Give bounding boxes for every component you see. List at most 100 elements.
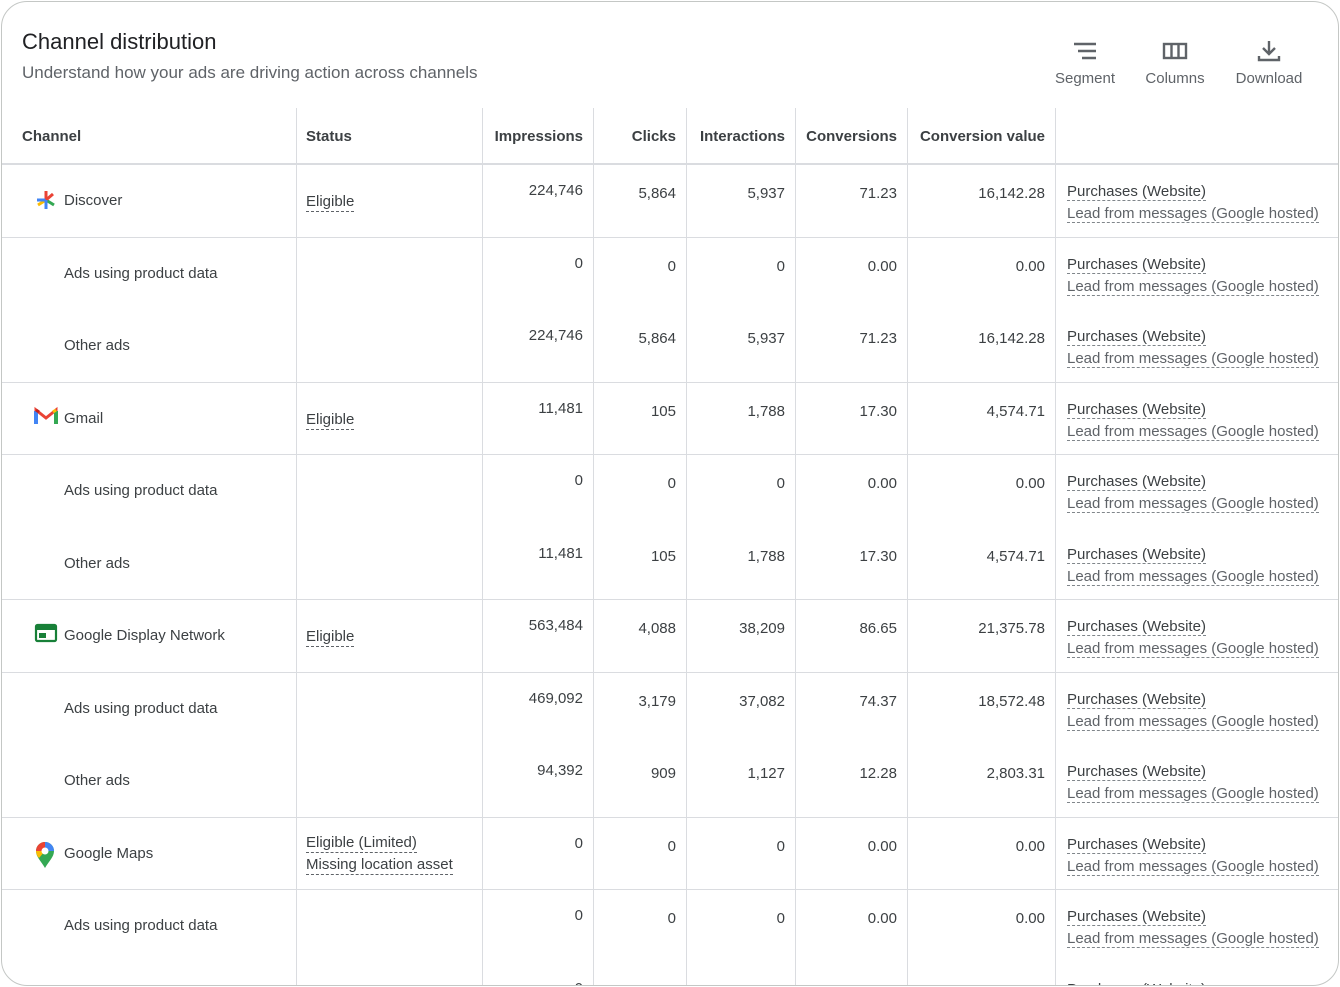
conversion-action-link[interactable]: Purchases (Website) <box>1067 328 1206 346</box>
metric-cell: 1,127 <box>747 765 785 782</box>
metric-cell: 224,746 <box>528 327 583 344</box>
metric-cell: 0 <box>574 907 583 924</box>
metric-cell: 0 <box>686 983 795 986</box>
conversion-action-link[interactable]: Lead from messages (Google hosted) <box>1067 785 1319 803</box>
metric-cell: 3,179 <box>638 692 676 710</box>
download-icon <box>1257 41 1281 62</box>
conversion-action-link[interactable]: Purchases (Website) <box>1067 835 1206 854</box>
conversion-action: Lead from messages (Google hosted) <box>1063 204 1338 223</box>
conversion-action-link[interactable]: Lead from messages (Google hosted) <box>1067 567 1319 586</box>
status-text: Eligible <box>306 193 355 212</box>
segment-icon <box>1074 42 1096 60</box>
conversion-action: Purchases (Website) <box>1063 907 1338 926</box>
channel-name: Other ads <box>64 772 130 789</box>
metric-cell: 0 <box>667 257 676 275</box>
conversion-action-link[interactable]: Lead from messages (Google hosted) <box>1067 712 1319 731</box>
metric-cell: 0 <box>776 910 785 927</box>
row-divider <box>2 599 1338 600</box>
conversion-action-link[interactable]: Lead from messages (Google hosted) <box>1067 205 1319 223</box>
segment-button[interactable]: Segment <box>1048 40 1122 87</box>
metric-cell: 0.00 <box>867 910 897 927</box>
metric-cell: 94,392 <box>537 762 583 779</box>
metric-cell: 0 <box>776 837 785 855</box>
row-divider <box>2 889 1338 890</box>
metric-cell: 0 <box>667 910 676 927</box>
row-divider <box>2 671 1338 673</box>
conversion-action-link[interactable]: Purchases (Website) <box>1067 255 1206 274</box>
channel-name: Google Maps <box>64 844 154 862</box>
metric-cell: 0.00 <box>1015 837 1045 855</box>
conversion-action-link[interactable]: Lead from messages (Google hosted) <box>1067 857 1319 876</box>
segment-label: Segment <box>1054 70 1116 87</box>
conversion-action-link[interactable]: Purchases (Website) <box>1067 980 1206 985</box>
conversion-action-link[interactable]: Lead from messages (Google hosted) <box>1067 640 1319 658</box>
metric-cell: 5,864 <box>638 330 676 347</box>
metric-cell: 105 <box>650 547 676 565</box>
conversion-action: Purchases (Website) <box>1063 980 1338 985</box>
column-divider <box>1055 108 1056 985</box>
channel-name: Ads using product data <box>64 917 218 934</box>
status-text: Eligible (Limited) <box>306 833 417 853</box>
conversion-action: Lead from messages (Google hosted) <box>1063 712 1338 731</box>
row-divider <box>2 236 1338 238</box>
metric-cell: 74.37 <box>859 692 897 710</box>
conversion-action-link[interactable]: Lead from messages (Google hosted) <box>1067 422 1319 441</box>
conversion-action: Lead from messages (Google hosted) <box>1063 784 1338 803</box>
column-header: Impressions <box>494 128 583 145</box>
status-text: Missing location asset <box>306 855 453 875</box>
metric-cell: 38,209 <box>739 620 785 637</box>
row-divider <box>2 454 1338 455</box>
conversion-action: Purchases (Website) <box>1063 255 1338 274</box>
conversion-action-link[interactable]: Purchases (Website) <box>1067 618 1206 636</box>
channel-icon <box>34 406 60 434</box>
metric-cell: 0 <box>482 980 593 986</box>
conversion-action-link[interactable]: Lead from messages (Google hosted) <box>1067 277 1319 296</box>
conversion-action-link[interactable]: Lead from messages (Google hosted) <box>1067 495 1319 513</box>
metric-cell: 909 <box>650 765 676 782</box>
conversion-action-link[interactable]: Purchases (Website) <box>1067 545 1206 564</box>
column-divider <box>907 108 908 985</box>
metric-cell: 16,142.28 <box>978 330 1045 347</box>
column-divider <box>482 108 483 985</box>
metric-cell: 86.65 <box>859 620 897 637</box>
metric-cell: 71.23 <box>859 330 897 347</box>
conversion-action-link[interactable]: Purchases (Website) <box>1067 908 1206 926</box>
conversion-action-link[interactable]: Lead from messages (Google hosted) <box>1067 930 1319 948</box>
status-cell: Eligible (Limited) <box>296 833 482 853</box>
columns-button[interactable]: Columns <box>1138 40 1212 87</box>
metric-cell: 71.23 <box>859 185 897 202</box>
metric-cell: 0.00 <box>867 475 897 492</box>
panel-subtitle: Understand how your ads are driving acti… <box>22 63 478 82</box>
channel-name: Discover <box>64 192 123 209</box>
channel-name: Ads using product data <box>64 264 218 282</box>
column-header: Status <box>306 128 352 145</box>
column-header: Conversions <box>806 128 897 145</box>
download-button[interactable]: Download <box>1228 40 1310 87</box>
column-divider <box>686 108 687 985</box>
conversion-action-link[interactable]: Purchases (Website) <box>1067 400 1206 419</box>
metric-cell: 0.00 <box>1015 475 1045 492</box>
metric-cell: 0.00 <box>907 983 1055 986</box>
conversion-action: Lead from messages (Google hosted) <box>1063 639 1338 658</box>
conversion-action-link[interactable]: Purchases (Website) <box>1067 473 1206 491</box>
column-header: Clicks <box>631 128 676 145</box>
metric-cell: 1,788 <box>747 547 785 565</box>
conversion-action-link[interactable]: Purchases (Website) <box>1067 183 1206 201</box>
conversion-action-link[interactable]: Purchases (Website) <box>1067 690 1206 709</box>
metric-cell: 2,803.31 <box>986 765 1045 782</box>
download-label: Download <box>1235 70 1303 87</box>
channel-name: Ads using product data <box>64 699 218 717</box>
metric-cell: 563,484 <box>528 617 583 634</box>
columns-icon <box>1162 42 1188 60</box>
columns-label: Columns <box>1145 70 1205 87</box>
conversion-action-link[interactable]: Lead from messages (Google hosted) <box>1067 350 1319 368</box>
metric-cell: 11,481 <box>538 399 583 417</box>
column-header: Interactions <box>699 128 785 145</box>
metric-cell: 0 <box>667 475 676 492</box>
conversion-action: Purchases (Website) <box>1063 545 1338 564</box>
metric-cell: 0.00 <box>867 837 897 855</box>
metric-cell: 4,574.71 <box>986 547 1045 565</box>
conversion-action-link[interactable]: Purchases (Website) <box>1067 763 1206 781</box>
channel-name: Gmail <box>64 409 104 427</box>
